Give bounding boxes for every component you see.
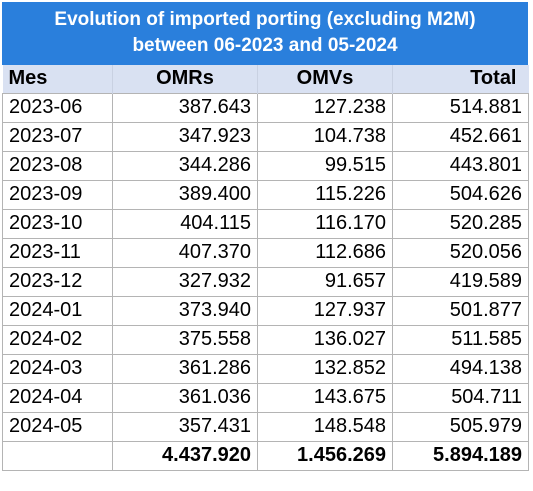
cell-omrs[interactable]: 344.286 xyxy=(112,150,258,181)
cell-omvs[interactable]: 116.170 xyxy=(257,208,393,239)
cell-omrs[interactable]: 375.558 xyxy=(112,324,258,355)
cell-total[interactable]: 504.711 xyxy=(392,382,529,413)
cell-omrs[interactable]: 357.431 xyxy=(112,411,258,442)
cell-omrs[interactable]: 373.940 xyxy=(112,295,258,326)
cell-mes[interactable]: 2023-10 xyxy=(2,208,113,239)
cell-omvs[interactable]: 91.657 xyxy=(257,266,393,297)
cell-omvs[interactable]: 132.852 xyxy=(257,353,393,384)
cell-mes[interactable]: 2024-01 xyxy=(2,295,113,326)
cell-total[interactable]: 520.056 xyxy=(392,237,529,268)
cell-omrs[interactable]: 407.370 xyxy=(112,237,258,268)
cell-omrs[interactable]: 389.400 xyxy=(112,179,258,210)
table-row: 2023-12 327.932 91.657 419.589 xyxy=(2,266,529,297)
header-mes[interactable]: Mes xyxy=(2,65,113,93)
cell-mes[interactable]: 2023-07 xyxy=(2,121,113,152)
total-cell-omrs[interactable]: 4.437.920 xyxy=(112,440,258,471)
cell-mes[interactable]: 2024-03 xyxy=(2,353,113,384)
cell-total[interactable]: 419.589 xyxy=(392,266,529,297)
cell-total[interactable]: 443.801 xyxy=(392,150,529,181)
cell-total[interactable]: 505.979 xyxy=(392,411,529,442)
table-row: 2023-07 347.923 104.738 452.661 xyxy=(2,121,529,152)
cell-total[interactable]: 520.285 xyxy=(392,208,529,239)
cell-mes[interactable]: 2024-02 xyxy=(2,324,113,355)
cell-mes[interactable]: 2023-12 xyxy=(2,266,113,297)
cell-omrs[interactable]: 327.932 xyxy=(112,266,258,297)
cell-total[interactable]: 452.661 xyxy=(392,121,529,152)
table-row: 2024-01 373.940 127.937 501.877 xyxy=(2,295,529,326)
cell-omvs[interactable]: 112.686 xyxy=(257,237,393,268)
cell-total[interactable]: 504.626 xyxy=(392,179,529,210)
cell-omvs[interactable]: 127.238 xyxy=(257,92,393,123)
cell-mes[interactable]: 2023-08 xyxy=(2,150,113,181)
porting-table: Mes OMRs OMVs Total 2023-06 387.643 127.23… xyxy=(2,65,529,471)
title-line-2: between 06-2023 and 05-2024 xyxy=(132,35,398,56)
total-cell-total[interactable]: 5.894.189 xyxy=(392,440,529,471)
table-row: 2023-08 344.286 99.515 443.801 xyxy=(2,150,529,181)
cell-omvs[interactable]: 99.515 xyxy=(257,150,393,181)
table-row: 2024-02 375.558 136.027 511.585 xyxy=(2,324,529,355)
table-row: 2023-11 407.370 112.686 520.056 xyxy=(2,237,529,268)
cell-omrs[interactable]: 361.286 xyxy=(112,353,258,384)
total-cell-omvs[interactable]: 1.456.269 xyxy=(257,440,393,471)
cell-omvs[interactable]: 127.937 xyxy=(257,295,393,326)
totals-row: 4.437.920 1.456.269 5.894.189 xyxy=(2,440,529,471)
table-row: 2023-10 404.115 116.170 520.285 xyxy=(2,208,529,239)
total-cell-mes[interactable] xyxy=(2,440,113,471)
cell-omvs[interactable]: 143.675 xyxy=(257,382,393,413)
header-omvs[interactable]: OMVs xyxy=(257,65,393,93)
table-row: 2024-04 361.036 143.675 504.711 xyxy=(2,382,529,413)
cell-mes[interactable]: 2023-09 xyxy=(2,179,113,210)
cell-omvs[interactable]: 136.027 xyxy=(257,324,393,355)
cell-total[interactable]: 494.138 xyxy=(392,353,529,384)
header-row: Mes OMRs OMVs Total xyxy=(2,65,529,93)
cell-total[interactable]: 514.881 xyxy=(392,92,529,123)
cell-omvs[interactable]: 115.226 xyxy=(257,179,393,210)
table-title: Evolution of imported porting (excluding… xyxy=(2,2,528,65)
table-body: 2023-06 387.643 127.238 514.881 2023-07 347.9… xyxy=(2,92,529,471)
cell-omrs[interactable]: 347.923 xyxy=(112,121,258,152)
header-total[interactable]: Total xyxy=(392,65,529,93)
table-row: 2024-03 361.286 132.852 494.138 xyxy=(2,353,529,384)
cell-mes[interactable]: 2024-04 xyxy=(2,382,113,413)
cell-omvs[interactable]: 104.738 xyxy=(257,121,393,152)
cell-mes[interactable]: 2023-11 xyxy=(2,237,113,268)
cell-total[interactable]: 501.877 xyxy=(392,295,529,326)
cell-omvs[interactable]: 148.548 xyxy=(257,411,393,442)
cell-total[interactable]: 511.585 xyxy=(392,324,529,355)
cell-omrs[interactable]: 404.115 xyxy=(112,208,258,239)
table-row: 2024-05 357.431 148.548 505.979 xyxy=(2,411,529,442)
cell-omrs[interactable]: 361.036 xyxy=(112,382,258,413)
header-omrs[interactable]: OMRs xyxy=(112,65,258,93)
cell-mes[interactable]: 2024-05 xyxy=(2,411,113,442)
cell-mes[interactable]: 2023-06 xyxy=(2,92,113,123)
table-row: 2023-06 387.643 127.238 514.881 xyxy=(2,92,529,123)
table-row: 2023-09 389.400 115.226 504.626 xyxy=(2,179,529,210)
title-line-1: Evolution of imported porting (excluding… xyxy=(54,9,476,30)
cell-omrs[interactable]: 387.643 xyxy=(112,92,258,123)
